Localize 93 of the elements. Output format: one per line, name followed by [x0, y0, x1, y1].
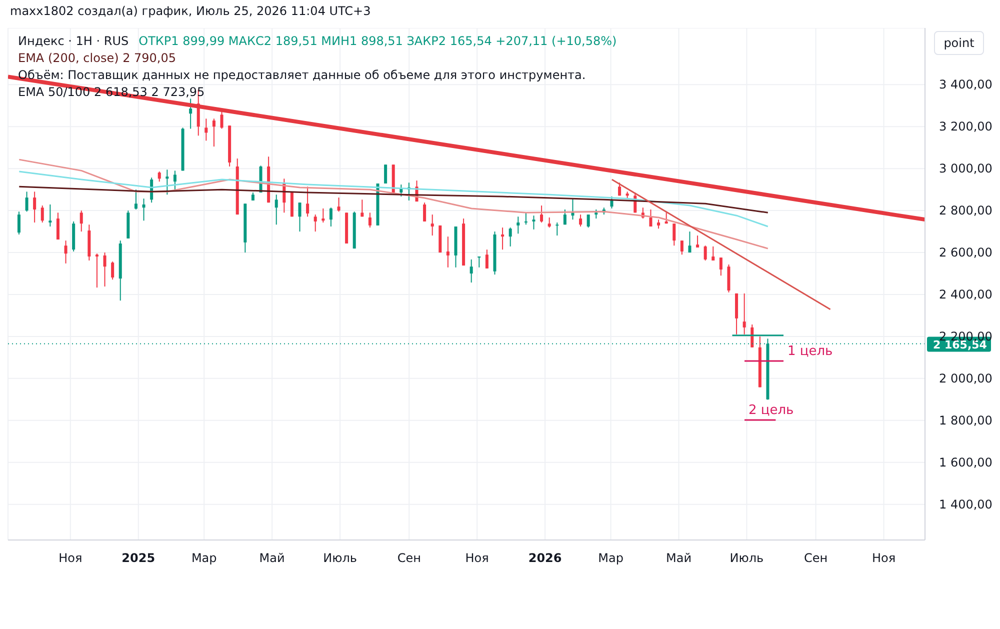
candlestick — [446, 236, 450, 268]
candlestick — [501, 227, 504, 250]
candlestick — [540, 205, 544, 224]
text: Индекс · 1Н · RUS — [18, 34, 129, 48]
candlestick — [508, 227, 512, 247]
candlestick — [688, 231, 692, 254]
candlestick — [337, 197, 340, 212]
candlestick — [80, 210, 83, 232]
x-tick-label: Ноя — [872, 551, 896, 565]
candlestick — [524, 212, 528, 226]
candlestick — [384, 164, 388, 184]
candlestick — [142, 198, 146, 222]
candlestick — [274, 194, 278, 226]
candlestick — [657, 219, 660, 230]
x-tick-label: Мар — [191, 551, 217, 565]
candlestick — [579, 214, 582, 228]
candlestick — [212, 118, 216, 148]
x-tick-label: Июль — [323, 551, 357, 565]
candlestick — [672, 223, 676, 246]
y-tick-label: 1 600,00 — [939, 455, 992, 470]
candlestick — [314, 214, 317, 232]
candlestick — [680, 240, 684, 256]
annotation: 2 цель — [748, 402, 794, 418]
candlestick — [742, 292, 746, 335]
candlestick — [33, 191, 36, 224]
candlestick — [719, 257, 722, 276]
candlestick — [173, 170, 176, 190]
y-tick-label: 3 200,00 — [939, 120, 992, 134]
candlestick — [649, 209, 652, 228]
candlestick — [56, 212, 60, 240]
line-series — [18, 170, 769, 228]
candlestick — [594, 209, 598, 220]
candlestick — [704, 245, 707, 261]
x-tick-label: Ноя — [58, 551, 82, 565]
x-tick-label: Июль — [730, 551, 764, 565]
annotation: EMA (200, close) 2 790,05 — [18, 50, 178, 67]
candlestick — [556, 222, 559, 236]
candlestick — [548, 216, 551, 228]
candlestick — [95, 253, 98, 288]
candlestick — [220, 110, 224, 130]
y-tick-label: 3 000,00 — [939, 162, 992, 176]
candlestick — [712, 246, 715, 261]
candlestick — [329, 207, 332, 228]
candlestick — [111, 261, 114, 280]
candlestick — [368, 212, 372, 228]
x-tick-label: Ноя — [465, 551, 489, 565]
candlestick — [360, 199, 364, 218]
x-tick-label: Май — [259, 551, 285, 565]
candlestick — [25, 191, 28, 212]
candlestick — [485, 249, 488, 269]
candlestick — [696, 235, 700, 248]
candlestick — [618, 182, 622, 196]
x-tick-label: Сен — [397, 551, 421, 565]
candlestick — [586, 214, 590, 228]
point-button: point — [934, 31, 984, 55]
text: ОТКР1 899,99 МАКС2 189,51 МИН1 898,51 ЗАКР2 165,54 +207,11 (+10,58%) — [138, 34, 617, 48]
y-tick-label: 2 800,00 — [939, 204, 992, 218]
y-tick-label: 2 600,00 — [939, 246, 992, 260]
candlestick — [17, 211, 20, 235]
x-tick-label: 2026 — [528, 551, 562, 565]
y-tick-label: 2 400,00 — [939, 287, 992, 302]
candlestick — [189, 98, 192, 130]
x-tick-label: Сен — [804, 551, 828, 565]
candlestick — [727, 264, 730, 293]
y-tick-label: 1 400,00 — [939, 497, 992, 512]
candlestick — [48, 204, 52, 228]
x-tick-label: Мар — [598, 551, 624, 565]
candlestick — [322, 208, 325, 224]
annotation: Объём: Поставщик данных не предоставляет данные об объеме для этого инструмента. — [18, 67, 587, 84]
candlestick — [298, 202, 302, 232]
candlestick — [64, 240, 68, 264]
annotation: 1 цель — [787, 344, 833, 360]
y-tick-label: 1 800,00 — [939, 413, 992, 428]
candlestick — [423, 202, 426, 222]
candlestick — [158, 171, 161, 182]
y-tick-label: 2 000,00 — [939, 371, 992, 386]
candlestick — [478, 256, 481, 268]
x-tick-label: 2025 — [122, 551, 156, 565]
candlestick — [563, 209, 566, 226]
candlestick — [103, 252, 106, 288]
candlestick — [204, 118, 208, 142]
candlestick — [40, 205, 44, 224]
y-tick-label: 3 400,00 — [939, 78, 992, 92]
x-tick-label: Май — [666, 551, 692, 565]
candlestick — [430, 214, 434, 236]
candlestick — [306, 186, 310, 218]
line-series — [18, 158, 769, 250]
candlestick — [166, 169, 169, 196]
candlestick — [134, 189, 138, 210]
candlestick — [470, 258, 473, 284]
candlestick — [532, 215, 536, 230]
candlestick — [516, 216, 520, 234]
text: maxx1802 создал(а) график, Июль 25, 2026 11:04 UTC+3 — [10, 4, 371, 18]
